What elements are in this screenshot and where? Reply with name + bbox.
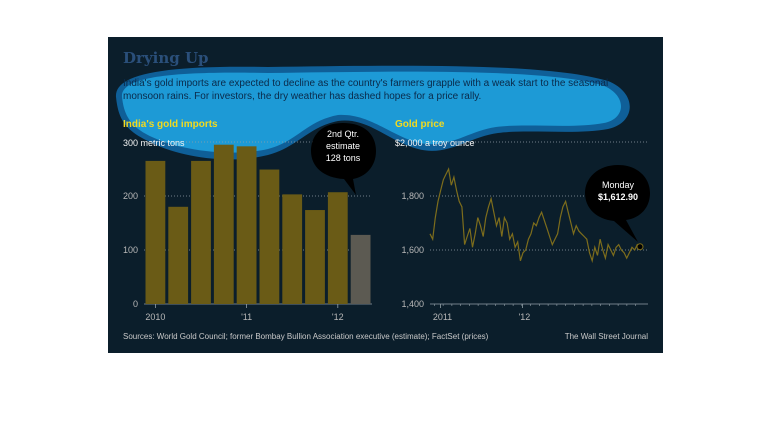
bar-top-tick-value: 300: [123, 138, 139, 148]
bar-xtick-label: '12: [332, 312, 344, 322]
price-line: [429, 167, 641, 264]
price-end-dot: [636, 243, 644, 251]
bar-ytick-label: 0: [133, 299, 138, 309]
bar: [259, 169, 280, 304]
bar: [213, 144, 234, 304]
bar-unit-label: metric tons: [140, 138, 185, 148]
bar-chart-title: India's gold imports: [123, 119, 218, 130]
price-callout: Monday $1,612.90: [585, 165, 650, 242]
bar: [350, 234, 371, 304]
bar-xtick-label: '11: [241, 312, 252, 322]
bar-xtick-label: 2010: [145, 312, 165, 322]
source-note: Sources: World Gold Council; former Bomb…: [123, 332, 489, 341]
bar-axis: 0 100 200 2010 '11 '12: [123, 191, 344, 322]
estimate-line3: 128 tons: [326, 153, 361, 163]
graphic-panel: Drying Up India's gold imports are expec…: [108, 37, 663, 353]
line-xtick-label: 2011: [433, 312, 452, 322]
bar: [305, 210, 325, 304]
chart-title: Drying Up: [123, 49, 209, 67]
line-xtick-label: '12: [519, 312, 531, 322]
price-line1: Monday: [602, 180, 635, 190]
bar: [191, 160, 211, 304]
publisher-credit: The Wall Street Journal: [564, 332, 648, 341]
estimate-bubble: [311, 123, 376, 195]
line-grid: [430, 141, 648, 305]
line-axis: 1,400 1,600 1,800 2011 '12: [401, 191, 636, 322]
line-ytick-label: 1,400: [401, 299, 424, 309]
bar: [168, 206, 189, 304]
bar: [145, 160, 166, 304]
bar-top-tick: 300 metric tons: [123, 138, 185, 148]
estimate-line1: 2nd Qtr.: [327, 129, 359, 139]
bar-series: [145, 144, 371, 304]
estimate-callout: 2nd Qtr. estimate 128 tons: [311, 123, 376, 195]
blob-inner: [121, 71, 622, 153]
estimate-line2: estimate: [326, 141, 360, 151]
bar-ytick-label: 100: [123, 245, 138, 255]
bar: [282, 194, 303, 304]
chart-intro: India's gold imports are expected to dec…: [123, 78, 609, 102]
bar-ytick-label: 200: [123, 191, 138, 201]
line-ytick-label: 1,600: [401, 245, 424, 255]
bar: [327, 192, 348, 304]
bar: [236, 146, 257, 304]
charts-svg: 0 100 200 2010 '11 '12 1,400 1,600 1,800 2011 '12…: [123, 123, 650, 322]
highlight-blob: [115, 65, 630, 160]
price-bubble: [585, 165, 650, 242]
price-line2: $1,612.90: [598, 192, 638, 202]
line-chart-title: Gold price: [395, 119, 445, 130]
line-unit-label: $2,000 a troy ounce: [395, 138, 475, 148]
line-ytick-label: 1,800: [401, 191, 424, 201]
